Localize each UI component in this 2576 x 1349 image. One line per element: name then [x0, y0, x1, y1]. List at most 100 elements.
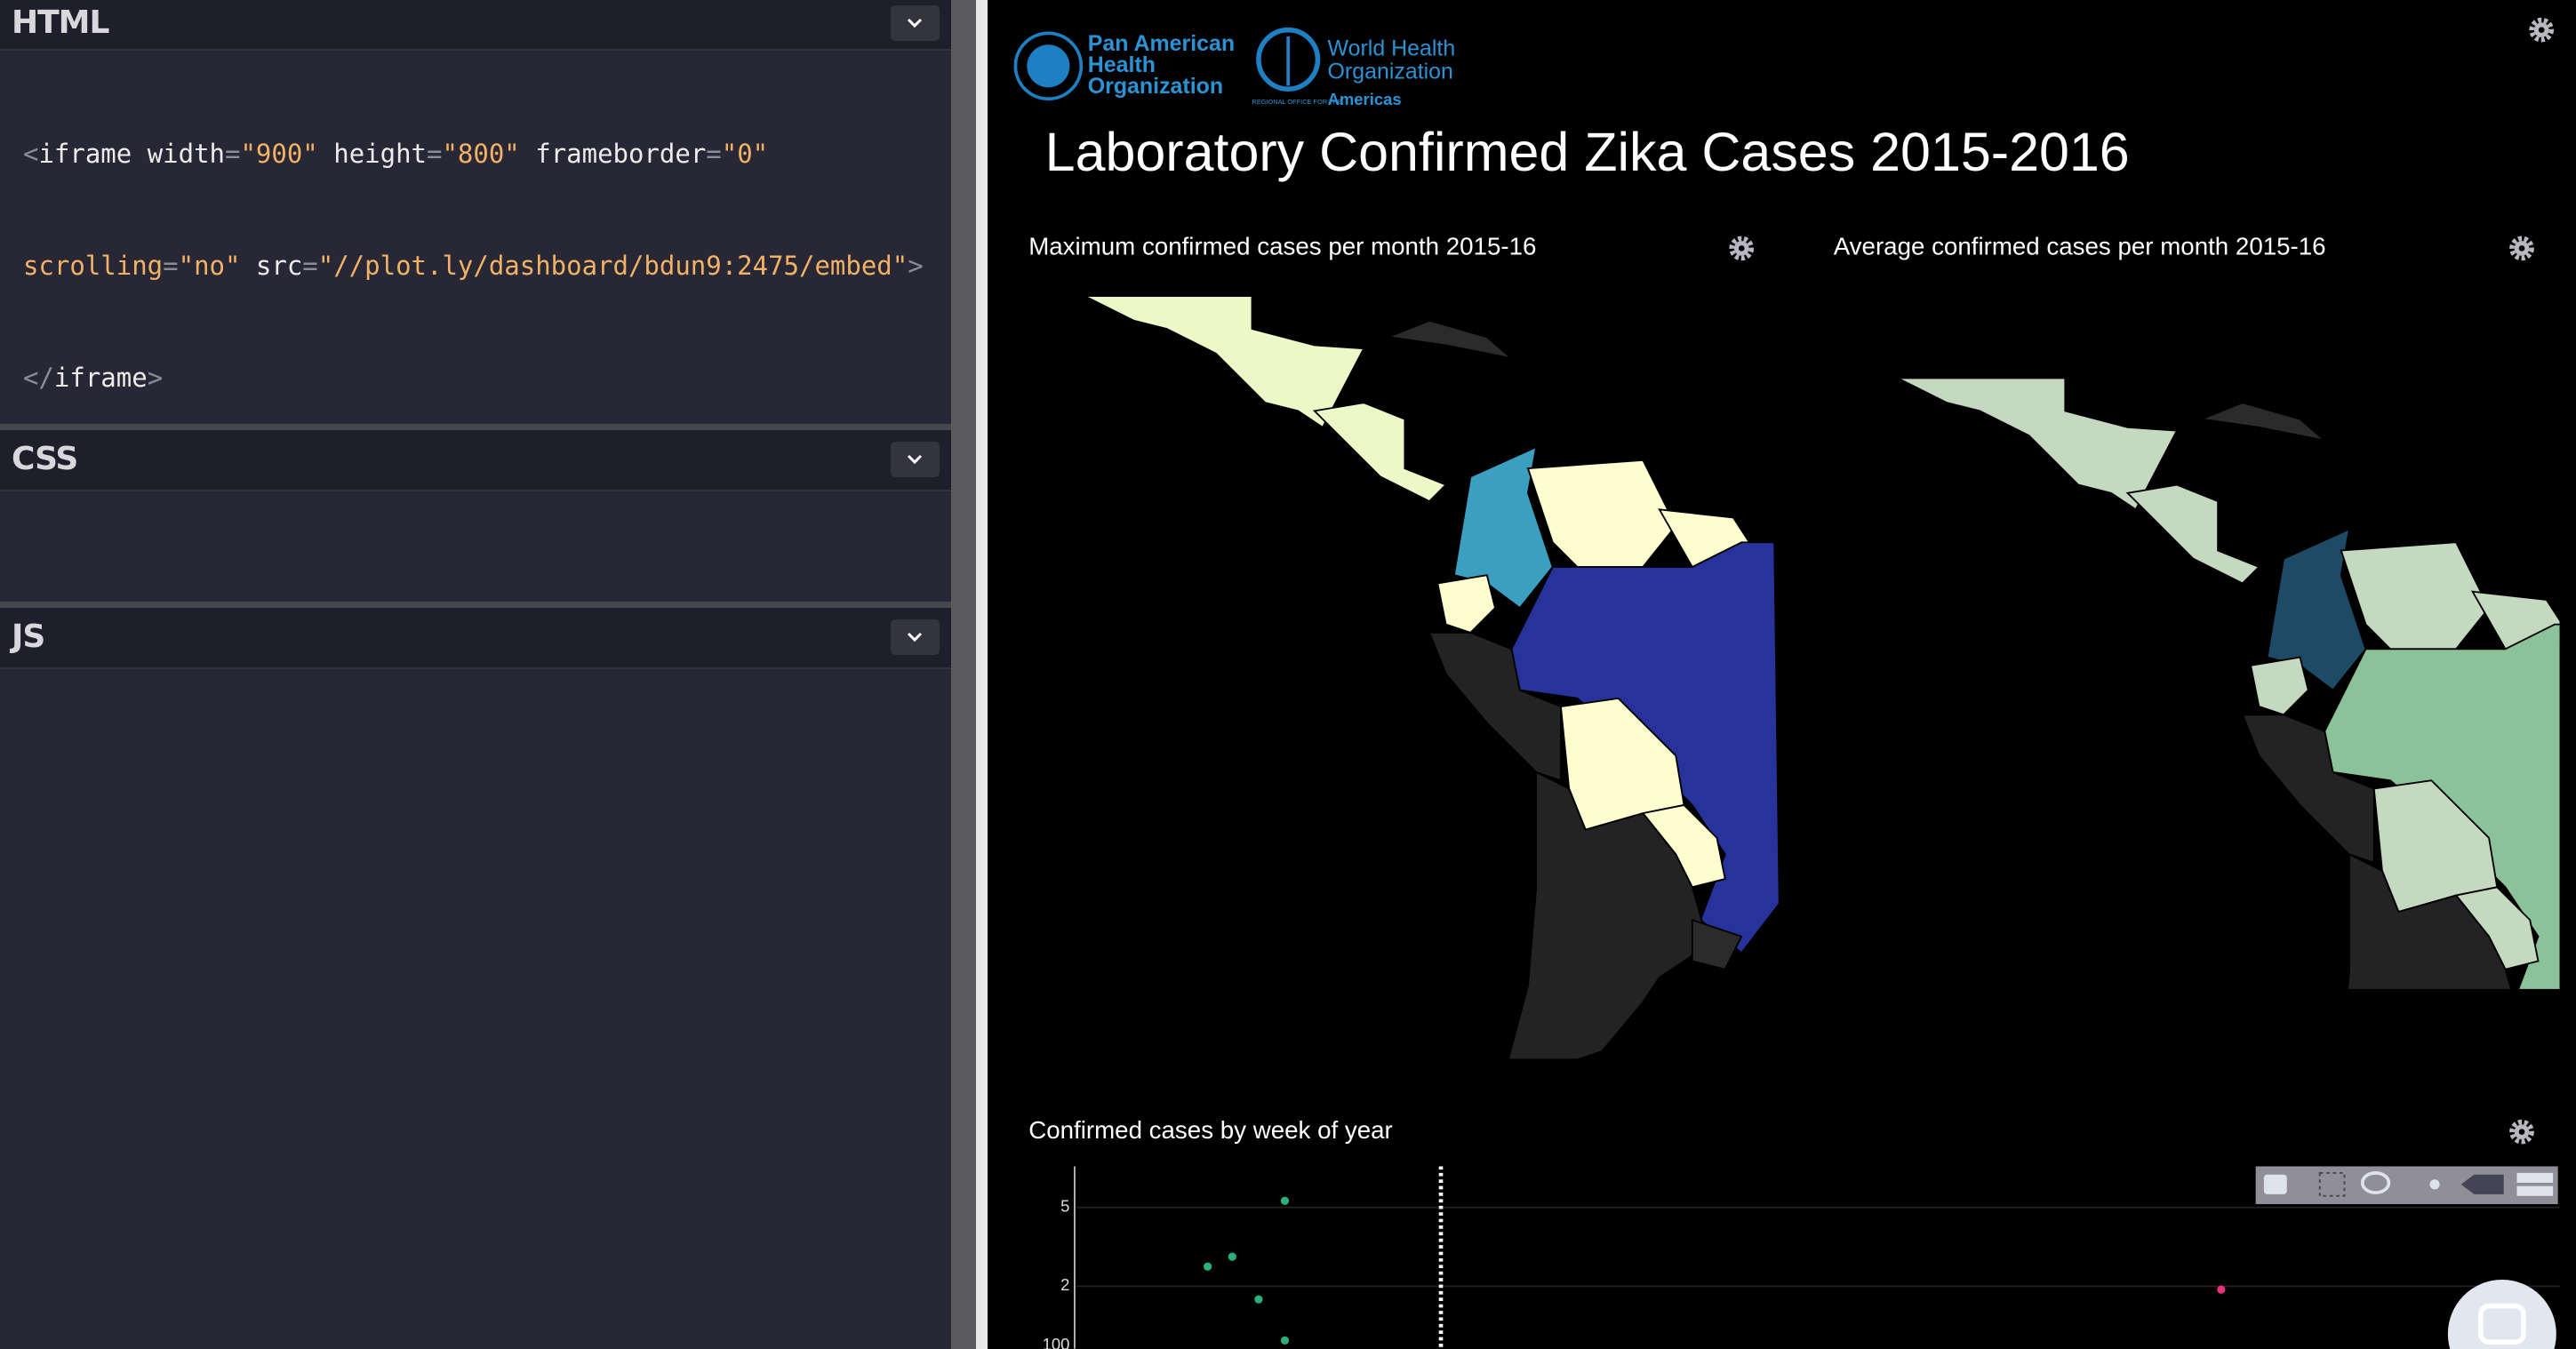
token: = — [302, 251, 318, 281]
token: "800" — [442, 139, 520, 169]
token: = — [225, 139, 241, 169]
resize-handle[interactable] — [976, 0, 988, 1349]
logo-text: World Health — [1328, 36, 1456, 60]
country — [1312, 402, 1448, 503]
country — [1385, 319, 1515, 360]
y-tick-label: 5 — [1060, 1197, 1069, 1216]
country — [2125, 483, 2260, 585]
token: < — [23, 139, 39, 169]
collapse-button[interactable] — [891, 5, 940, 41]
settings-button[interactable] — [2509, 235, 2534, 261]
token: height — [317, 139, 427, 169]
country — [1897, 377, 2179, 511]
code-editor: HTML <iframe width="900" height="800" fr… — [0, 0, 951, 1349]
chat-button[interactable] — [2447, 1280, 2556, 1349]
collapse-button[interactable] — [891, 442, 940, 477]
token: "900" — [240, 139, 318, 169]
country — [2241, 714, 2375, 864]
panel-title: CSS — [12, 441, 78, 477]
y-tick-label: 2 — [1060, 1275, 1069, 1294]
token: = — [163, 251, 179, 281]
compare-button[interactable] — [2516, 1172, 2554, 1183]
point — [1254, 1295, 1263, 1304]
country — [2266, 527, 2367, 691]
country — [2506, 1002, 2555, 1051]
settings-icon — [2538, 27, 2545, 33]
js-panel-header: JS — [0, 608, 951, 669]
country — [1526, 459, 1677, 568]
point — [1228, 1252, 1236, 1261]
settings-icon — [2518, 1129, 2525, 1135]
choropleth-map[interactable] — [1084, 296, 1780, 1061]
panel-divider — [0, 424, 951, 430]
dashboard-title: Laboratory Confirmed Zika Cases 2015-201… — [1045, 122, 2130, 182]
token: > — [908, 251, 924, 281]
token: = — [706, 139, 722, 169]
settings-button[interactable] — [1729, 235, 1755, 261]
paho-logo — [1013, 31, 1084, 101]
settings-button[interactable] — [2529, 17, 2555, 43]
chat-icon — [2478, 1303, 2526, 1345]
point — [1204, 1262, 1212, 1271]
logo-text: Americas — [1328, 90, 1402, 108]
logo-text: Organization — [1088, 74, 1223, 99]
code-line: scrolling="no" src="//plot.ly/dashboard/… — [23, 247, 924, 284]
code-line: </iframe> — [23, 359, 924, 396]
country — [1507, 770, 1710, 1061]
code-line: <iframe width="900" height="800" framebo… — [23, 135, 924, 172]
chevron — [907, 18, 923, 28]
logo-text: Pan American — [1088, 31, 1235, 56]
settings-icon — [2518, 245, 2525, 251]
choropleth-map[interactable] — [1897, 377, 2576, 1141]
chevron — [907, 632, 923, 643]
token: src — [240, 251, 303, 281]
collapse-button[interactable] — [891, 619, 940, 655]
country — [1691, 918, 1743, 970]
panel-title: HTML — [12, 4, 109, 41]
token: "//plot.ly/dashboard/bdun9:2475/embed" — [317, 251, 908, 281]
compare-button[interactable] — [2516, 1185, 2554, 1196]
paho-logo — [1027, 44, 1070, 88]
hover-button[interactable] — [2429, 1179, 2440, 1190]
country — [1428, 631, 1562, 782]
settings-button[interactable] — [2509, 1119, 2534, 1145]
country — [2347, 852, 2512, 989]
token: width — [132, 139, 225, 169]
logo-text: REGIONAL OFFICE FOR THE — [1252, 98, 1342, 106]
css-panel-header: CSS — [0, 430, 951, 491]
country — [1084, 296, 1365, 429]
camera-button[interactable] — [2263, 1174, 2287, 1194]
y-tick-label: 100 — [1043, 1335, 1070, 1349]
dashboard: Pan American Health Organization World H… — [1013, 17, 2576, 1349]
panel-title: JS — [12, 619, 45, 655]
token: scrolling — [23, 251, 164, 281]
chevron — [907, 454, 923, 465]
map-title: Maximum confirmed cases per month 2015-1… — [1028, 233, 1536, 260]
token: "0" — [721, 139, 769, 169]
chart-title: Confirmed cases by week of year — [1028, 1116, 1393, 1144]
point — [1280, 1196, 1290, 1205]
map-title: Average confirmed cases per month 2015-1… — [1834, 233, 2326, 260]
country — [2198, 402, 2328, 443]
hover-closest-button[interactable] — [2460, 1174, 2504, 1194]
who-logo — [1256, 27, 1321, 92]
token: = — [427, 139, 443, 169]
html-code[interactable]: <iframe width="900" height="800" framebo… — [23, 60, 924, 471]
html-panel-header: HTML — [0, 0, 951, 51]
lasso-button[interactable] — [2360, 1171, 2391, 1194]
token: frameborder — [519, 139, 707, 169]
token: </ — [23, 363, 54, 393]
point — [1280, 1336, 1290, 1345]
modebar-bg — [2255, 1166, 2558, 1204]
scrollbar[interactable] — [951, 0, 976, 1349]
token: "no" — [178, 251, 241, 281]
country — [2340, 541, 2491, 651]
select-button[interactable] — [2318, 1171, 2346, 1197]
point — [2217, 1285, 2226, 1294]
modebar — [2255, 1166, 2558, 1204]
token: iframe — [53, 363, 148, 393]
logo-text: Organization — [1328, 59, 1453, 84]
token: > — [147, 363, 164, 393]
